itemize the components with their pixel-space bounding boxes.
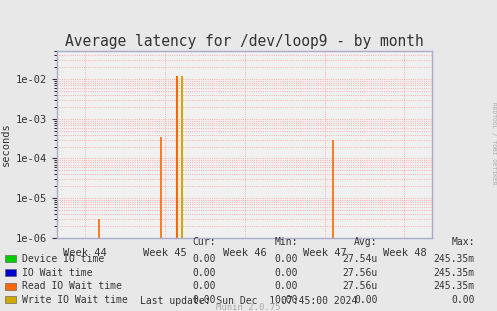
Text: 0.00: 0.00 bbox=[275, 254, 298, 264]
Text: 27.56u: 27.56u bbox=[342, 281, 378, 291]
Text: Cur:: Cur: bbox=[193, 237, 216, 247]
Text: 0.00: 0.00 bbox=[193, 295, 216, 305]
Text: 245.35m: 245.35m bbox=[433, 281, 475, 291]
Text: RRDTOOL / TOBI OETIKER: RRDTOOL / TOBI OETIKER bbox=[491, 102, 496, 184]
Text: Munin 2.0.75: Munin 2.0.75 bbox=[216, 303, 281, 311]
Text: Read IO Wait time: Read IO Wait time bbox=[22, 281, 122, 291]
Text: 0.00: 0.00 bbox=[354, 295, 378, 305]
Text: 27.56u: 27.56u bbox=[342, 268, 378, 278]
Text: 0.00: 0.00 bbox=[275, 295, 298, 305]
Title: Average latency for /dev/loop9 - by month: Average latency for /dev/loop9 - by mont… bbox=[66, 34, 424, 49]
Text: 0.00: 0.00 bbox=[193, 268, 216, 278]
Text: IO Wait time: IO Wait time bbox=[22, 268, 92, 278]
Text: 27.54u: 27.54u bbox=[342, 254, 378, 264]
Text: 245.35m: 245.35m bbox=[433, 268, 475, 278]
Text: 0.00: 0.00 bbox=[193, 281, 216, 291]
Text: Device IO time: Device IO time bbox=[22, 254, 104, 264]
Text: Last update: Sun Dec  1 07:45:00 2024: Last update: Sun Dec 1 07:45:00 2024 bbox=[140, 296, 357, 306]
Text: 0.00: 0.00 bbox=[193, 254, 216, 264]
Text: Write IO Wait time: Write IO Wait time bbox=[22, 295, 128, 305]
Text: Min:: Min: bbox=[275, 237, 298, 247]
Text: Avg:: Avg: bbox=[354, 237, 378, 247]
Y-axis label: seconds: seconds bbox=[0, 123, 10, 166]
Text: 0.00: 0.00 bbox=[451, 295, 475, 305]
Text: 0.00: 0.00 bbox=[275, 281, 298, 291]
Text: 0.00: 0.00 bbox=[275, 268, 298, 278]
Text: 245.35m: 245.35m bbox=[433, 254, 475, 264]
Text: Max:: Max: bbox=[451, 237, 475, 247]
